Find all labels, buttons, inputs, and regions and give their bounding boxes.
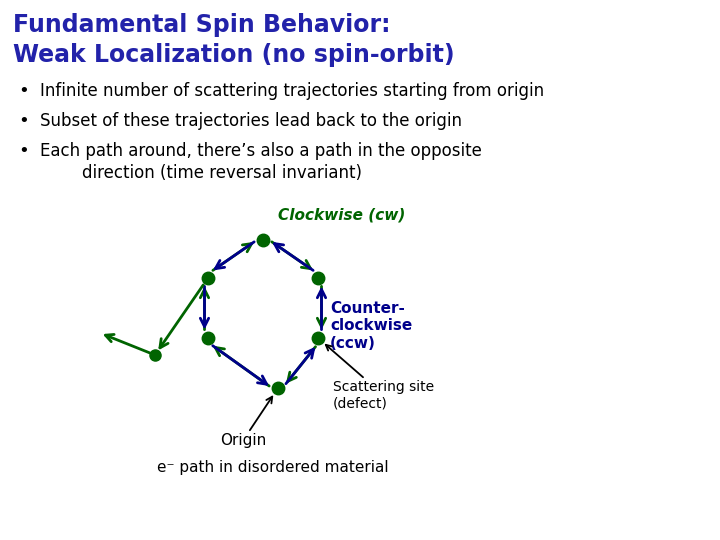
Text: Weak Localization (no spin-orbit): Weak Localization (no spin-orbit) — [13, 43, 454, 67]
Text: Scattering site
(defect): Scattering site (defect) — [326, 345, 434, 410]
Text: e⁻ path in disordered material: e⁻ path in disordered material — [157, 460, 389, 475]
Text: Subset of these trajectories lead back to the origin: Subset of these trajectories lead back t… — [40, 112, 462, 130]
Text: •: • — [18, 82, 29, 100]
Text: Clockwise (cw): Clockwise (cw) — [278, 207, 405, 222]
Text: Fundamental Spin Behavior:: Fundamental Spin Behavior: — [13, 13, 390, 37]
Text: Each path around, there’s also a path in the opposite
        direction (time re: Each path around, there’s also a path in… — [40, 142, 482, 182]
Text: Infinite number of scattering trajectories starting from origin: Infinite number of scattering trajectori… — [40, 82, 544, 100]
Text: •: • — [18, 142, 29, 160]
Text: Counter-
clockwise
(ccw): Counter- clockwise (ccw) — [330, 301, 413, 351]
Text: Origin: Origin — [220, 396, 272, 448]
Text: •: • — [18, 112, 29, 130]
